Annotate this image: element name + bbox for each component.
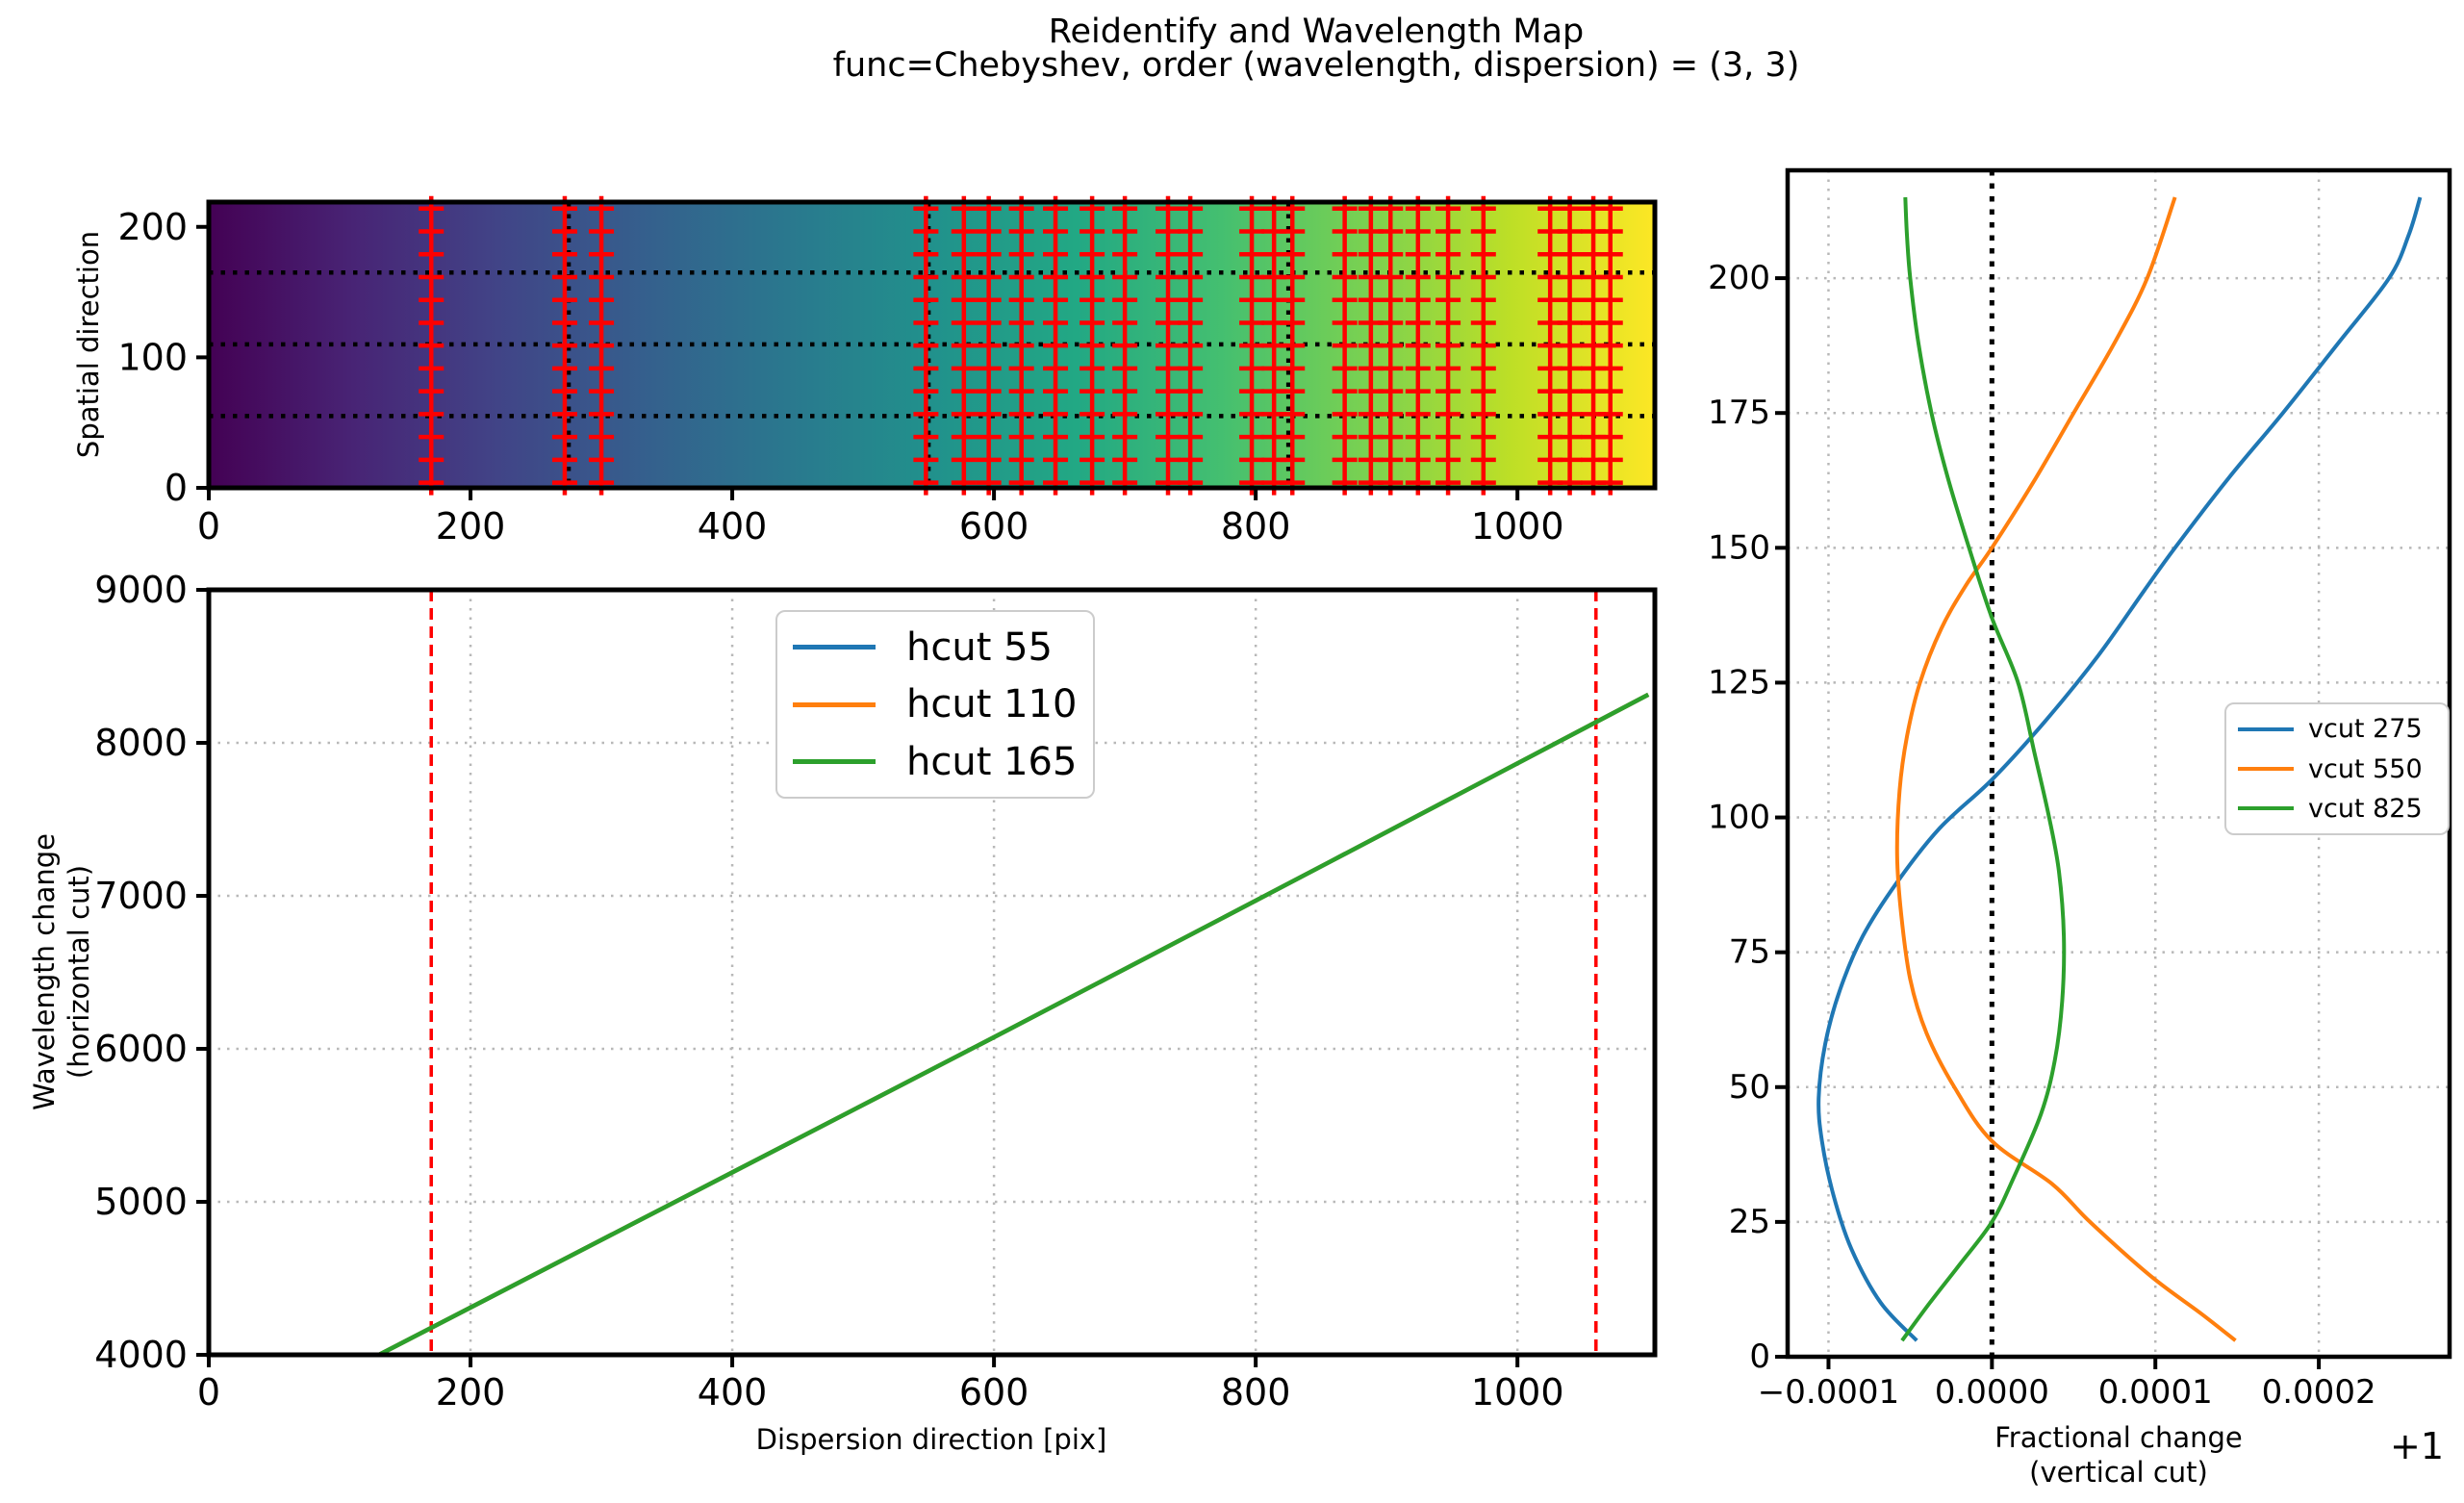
figure-title-line1: Reidentify and Wavelength Map	[1048, 13, 1585, 51]
map-frame	[206, 199, 1658, 491]
map-x-tick-label: 400	[698, 505, 768, 548]
frac-x-tick-label: 0.0000	[1935, 1373, 2049, 1412]
wave-y-tick-label: 7000	[94, 875, 188, 917]
wave-x-tick-label: 0	[197, 1371, 220, 1414]
frac-frame	[1785, 167, 2452, 1360]
vcut-legend-row: vcut 825	[2238, 794, 2448, 824]
figure-title-line2: func=Chebyshev, order (wavelength, dispe…	[832, 46, 1800, 85]
wave-frame	[206, 587, 1658, 1358]
frac-y-tick-label: 125	[1708, 663, 1770, 701]
map-x-tick-label: 1000	[1471, 505, 1564, 548]
hcut165-line-sample	[793, 759, 876, 764]
vcut-legend-row: vcut 550	[2238, 754, 2448, 784]
vcut-legend: vcut 275 vcut 550 vcut 825	[2224, 702, 2450, 835]
wave-x-tick-label: 600	[959, 1371, 1029, 1414]
map-ylabel: Spatial direction	[72, 230, 105, 459]
wave-y-tick-label: 5000	[94, 1181, 188, 1223]
vcut275-legend-label: vcut 275	[2308, 714, 2423, 745]
series-vcut-275	[1816, 196, 2423, 1342]
hcut165-legend-label: hcut 165	[906, 739, 1078, 784]
wave-y-tick-label: 9000	[94, 569, 188, 611]
identified-arc-lines	[419, 195, 1623, 496]
hcut55-line-sample	[793, 645, 876, 650]
wave-y-tick-label: 8000	[94, 722, 188, 764]
frac-y-tick-label: 100	[1708, 799, 1770, 837]
frac-x-tick-label: 0.0001	[2098, 1373, 2213, 1412]
frac-y-tick-label: 175	[1708, 394, 1770, 432]
hcut110-line-sample	[793, 701, 876, 707]
fractional-change-plot: −0.0001 0.0000 0.0001 0.0002 0 25 50 75 100 125 15…	[1708, 167, 2452, 1412]
hcut110-legend-label: hcut 110	[906, 682, 1078, 726]
frac-y-tick-label: 0	[1749, 1337, 1770, 1376]
frac-y-tick-label: 50	[1729, 1068, 1770, 1107]
frac-xlabel: Fractional change (vertical cut)	[1994, 1420, 2243, 1490]
hcut55-legend-label: hcut 55	[906, 624, 1053, 670]
wave-ylabel-line2: (horizontal cut)	[63, 864, 95, 1080]
hcut-legend: hcut 55 hcut 110 hcut 165	[775, 610, 1095, 799]
vcut275-line-sample	[2238, 726, 2294, 731]
hcut-legend-row: hcut 55	[793, 625, 1093, 670]
frac-y-tick-label: 200	[1708, 259, 1770, 297]
map-y-tick-label: 200	[117, 206, 188, 248]
wave-xlabel: Dispersion direction [pix]	[755, 1423, 1107, 1456]
map-x-tick-label: 200	[436, 505, 506, 548]
wave-x-tick-label: 200	[436, 1371, 506, 1414]
wave-y-tick-label: 6000	[94, 1028, 188, 1070]
frac-x-tick-label: 0.0002	[2262, 1373, 2376, 1412]
wave-x-tick-label: 400	[698, 1371, 768, 1414]
vcut550-legend-label: vcut 550	[2308, 753, 2423, 784]
map-y-tick-label: 0	[165, 467, 188, 509]
vcut825-legend-label: vcut 825	[2308, 793, 2423, 824]
series-hcut-165	[377, 692, 1650, 1357]
hcut-legend-row: hcut 165	[793, 740, 1093, 784]
vcut825-line-sample	[2238, 806, 2294, 811]
wave-ylabel: Wavelength change (horizontal cut)	[27, 833, 97, 1110]
frac-axis-offset: +1	[2389, 1425, 2445, 1467]
frac-x-tick-label: −0.0001	[1758, 1373, 1899, 1412]
map-x-tick-label: 600	[959, 505, 1029, 548]
wavelength-map-plot: 0 200 400 600 800 1000 0 100 200	[117, 195, 1658, 548]
series-vcut-825	[1900, 196, 2067, 1342]
vcut550-line-sample	[2238, 767, 2294, 771]
map-x-tick-label: 800	[1221, 505, 1291, 548]
hcut-legend-row: hcut 110	[793, 682, 1093, 726]
wavelength-change-plot: 0 200 400 600 800 1000 4000 5000 6000 7000 8000 900…	[94, 569, 1658, 1414]
vcut-legend-row: vcut 275	[2238, 714, 2448, 744]
frac-y-tick-label: 75	[1729, 933, 1770, 972]
frac-xlabel-line1: Fractional change	[1994, 1420, 2243, 1454]
wave-x-tick-label: 1000	[1471, 1371, 1564, 1414]
frac-y-tick-label: 150	[1708, 528, 1770, 567]
frac-y-tick-label: 25	[1729, 1203, 1770, 1241]
wave-y-tick-label: 4000	[94, 1334, 188, 1376]
wave-x-tick-label: 800	[1221, 1371, 1291, 1414]
series-vcut-550	[1894, 196, 2237, 1342]
wave-ylabel-line1: Wavelength change	[27, 833, 61, 1110]
map-x-tick-label: 0	[197, 505, 220, 548]
frac-xlabel-line2: (vertical cut)	[2029, 1456, 2208, 1489]
map-y-tick-label: 100	[117, 336, 188, 378]
